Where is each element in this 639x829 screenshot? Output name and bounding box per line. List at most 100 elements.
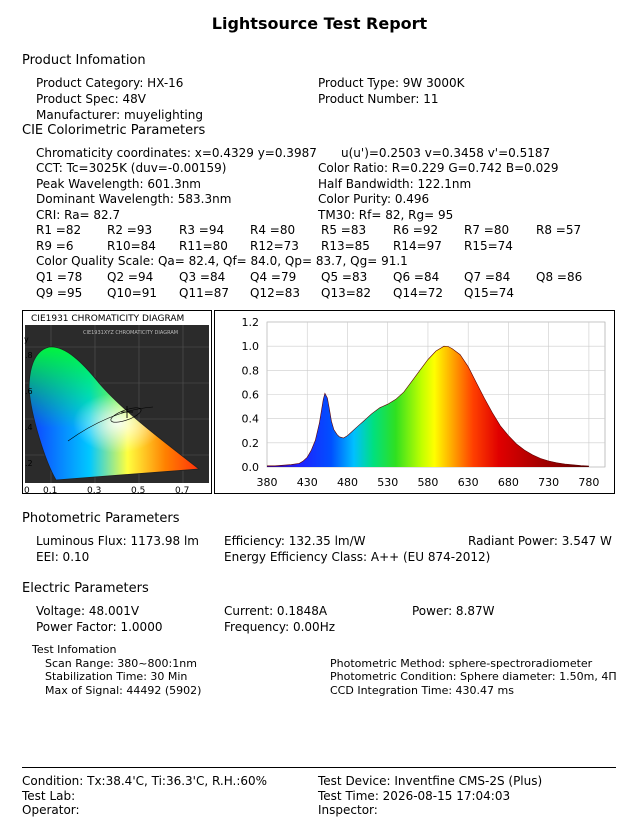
spectrum-x-tick-label: 680	[498, 476, 519, 489]
scan-range: Scan Range: 380~800:1nm	[45, 657, 197, 670]
cie-diagram-svg: CIE1931XYZ CHROMATICITY DIAGRAM .8 .6 .4…	[23, 311, 211, 494]
peak-wavelength: Peak Wavelength: 601.3nm	[36, 177, 201, 191]
product-category: Product Category: HX-16	[36, 76, 184, 90]
voltage: Voltage: 48.001V	[36, 604, 140, 618]
power-factor: Power Factor: 1.0000	[36, 620, 163, 634]
q-value-12: Q12=83	[250, 286, 301, 300]
cie-x-tick-2: 0.3	[87, 486, 101, 494]
cie-y-tick-2: .6	[25, 387, 33, 396]
spectrum-y-tick-label: 0.8	[242, 364, 260, 377]
r-value-3: R3 =94	[179, 223, 225, 237]
r-value-12: R12=73	[250, 239, 299, 253]
q-value-2: Q2 =94	[107, 270, 154, 284]
r-value-4: R4 =80	[250, 223, 296, 237]
cie-x-tick-3: 0.5	[131, 486, 145, 494]
product-number: Product Number: 11	[318, 92, 439, 106]
r-value-15: R15=74	[464, 239, 513, 253]
spectrum-x-tick-label: 530	[377, 476, 398, 489]
spectrum-y-tick-label: 0.0	[242, 461, 260, 474]
spectrum-series-line	[267, 345, 589, 467]
spectrum-y-tick-label: 1.0	[242, 340, 260, 353]
q-value-1: Q1 =78	[36, 270, 83, 284]
color-ratio: Color Ratio: R=0.229 G=0.742 B=0.029	[318, 161, 559, 175]
color-purity: Color Purity: 0.496	[318, 192, 430, 206]
photometric-condition: Photometric Condition: Sphere diameter: …	[330, 670, 617, 683]
uv-coordinates: u(u')=0.2503 v=0.3458 v'=0.5187	[341, 146, 551, 160]
cri-value: CRI: Ra= 82.7	[36, 208, 121, 222]
half-bandwidth: Half Bandwidth: 122.1nm	[318, 177, 472, 191]
q-value-7: Q7 =84	[464, 270, 511, 284]
footer-divider	[22, 767, 616, 768]
q-value-8: Q8 =86	[536, 270, 583, 284]
current: Current: 0.1848A	[224, 604, 328, 618]
frequency: Frequency: 0.00Hz	[224, 620, 336, 634]
operator: Operator:	[22, 803, 80, 817]
q-value-10: Q10=91	[107, 286, 158, 300]
r-value-10: R10=84	[107, 239, 156, 253]
cie-y-tick-4: .2	[25, 459, 33, 468]
test-heading: Test Infomation	[32, 643, 117, 656]
cie-y-tick-1: .8	[25, 351, 33, 360]
spectrum-y-tick-label: 1.2	[242, 316, 260, 329]
ccd-integration: CCD Integration Time: 430.47 ms	[330, 684, 514, 697]
cie-heading: CIE Colorimetric Parameters	[22, 123, 206, 138]
spectrum-area	[267, 346, 589, 467]
luminous-flux: Luminous Flux: 1173.98 lm	[36, 534, 199, 548]
q-value-11: Q11=87	[179, 286, 230, 300]
product-heading: Product Infomation	[22, 53, 146, 68]
tm30-value: TM30: Rf= 82, Rg= 95	[318, 208, 454, 222]
q-value-4: Q4 =79	[250, 270, 297, 284]
spectrum-x-tick-label: 480	[337, 476, 358, 489]
spectrum-y-tick-label: 0.6	[242, 389, 260, 402]
r-value-2: R2 =93	[107, 223, 153, 237]
chromaticity-coordinates: Chromaticity coordinates: x=0.4329 y=0.3…	[36, 146, 317, 160]
r-value-11: R11=80	[179, 239, 228, 253]
r-value-7: R7 =80	[464, 223, 510, 237]
q-value-6: Q6 =84	[393, 270, 440, 284]
cie-x-tick-4: 0.7	[175, 486, 189, 494]
q-value-13: Q13=82	[321, 286, 372, 300]
q-value-15: Q15=74	[464, 286, 515, 300]
test-condition: Condition: Tx:38.4'C, Ti:36.3'C, R.H.:60…	[22, 774, 268, 788]
spectrum-x-tick-label: 630	[458, 476, 479, 489]
product-type: Product Type: 9W 3000K	[318, 76, 465, 90]
efficiency: Efficiency: 132.35 lm/W	[224, 534, 366, 548]
spectrum-chart-svg: 0.0 0.2 0.4 0.6 0.8 1.0 1.2 380 430 480 530 580 630 6…	[242, 316, 606, 489]
cie-inner-title: CIE1931XYZ CHROMATICITY DIAGRAM	[83, 330, 178, 336]
product-spec: Product Spec: 48V	[36, 92, 146, 106]
r-value-6: R6 =92	[393, 223, 439, 237]
r-value-9: R9 =6	[36, 239, 74, 253]
cie-y-tick-3: .4	[25, 423, 33, 432]
spectrum-x-tick-label: 380	[257, 476, 278, 489]
spectrum-ticks: 0.0 0.2 0.4 0.6 0.8 1.0 1.2 380 430 480 530 580 630 6…	[242, 316, 600, 489]
dominant-wavelength: Dominant Wavelength: 583.3nm	[36, 192, 232, 206]
spectrum-chart: 0.0 0.2 0.4 0.6 0.8 1.0 1.2 380 430 480 530 580 630 6…	[214, 310, 615, 494]
energy-class: Energy Efficiency Class: A++ (EU 874-201…	[224, 550, 491, 564]
photometric-heading: Photometric Parameters	[22, 511, 180, 526]
inspector: Inspector:	[318, 803, 378, 817]
cie-diagram: CIE1931XYZ CHROMATICITY DIAGRAM .8 .6 .4…	[22, 310, 212, 494]
r-value-14: R14=97	[393, 239, 442, 253]
spectrum-y-tick-label: 0.2	[242, 437, 260, 450]
r-value-5: R5 =83	[321, 223, 367, 237]
electric-heading: Electric Parameters	[22, 581, 149, 596]
test-time: Test Time: 2026-08-15 17:04:03	[318, 789, 511, 803]
cqs-value: Color Quality Scale: Qa= 82.4, Qf= 84.0,…	[36, 254, 408, 268]
report-title: Lightsource Test Report	[211, 14, 428, 33]
spectrum-y-tick-label: 0.4	[242, 413, 260, 426]
spectrum-x-tick-label: 580	[417, 476, 438, 489]
q-value-9: Q9 =95	[36, 286, 83, 300]
manufacturer: Manufacturer: muyelighting	[36, 108, 203, 122]
spectrum-x-tick-label: 730	[538, 476, 559, 489]
test-lab: Test Lab:	[22, 789, 76, 803]
photometric-method: Photometric Method: sphere-spectroradiom…	[330, 657, 593, 670]
stabilization-time: Stabilization Time: 30 Min	[45, 670, 188, 683]
cie-x-tick-0: 0	[24, 486, 30, 494]
cie-diagram-title: CIE1931 CHROMATICITY DIAGRAM	[31, 314, 184, 324]
spectrum-x-tick-label: 780	[578, 476, 599, 489]
q-value-14: Q14=72	[393, 286, 444, 300]
cie-y-label: y	[24, 335, 29, 344]
cct-value: CCT: Tc=3025K (duv=-0.00159)	[36, 161, 227, 175]
cie-x-tick-1: 0.1	[43, 486, 57, 494]
eei-value: EEI: 0.10	[36, 550, 90, 564]
